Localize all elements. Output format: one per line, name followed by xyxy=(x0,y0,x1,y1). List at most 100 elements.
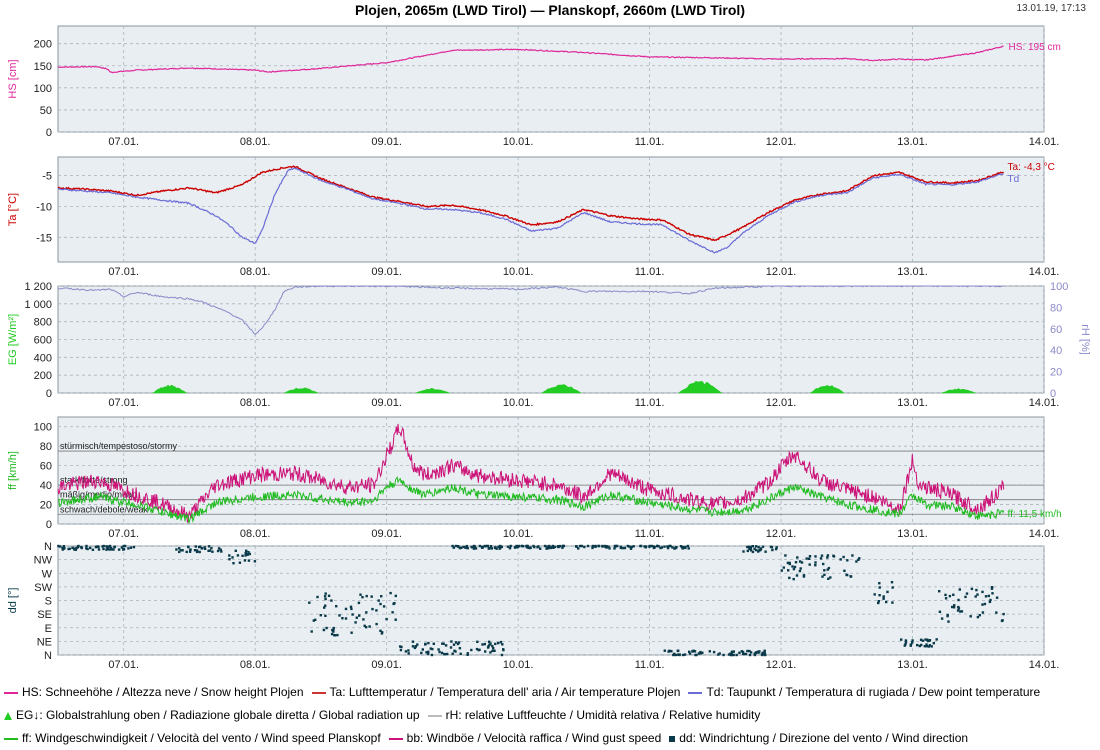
dd-point xyxy=(207,549,210,552)
dd-point xyxy=(122,548,125,551)
dd-point xyxy=(964,595,967,599)
dd-point xyxy=(679,545,683,548)
dd-point xyxy=(846,559,849,562)
dd-point xyxy=(605,545,609,549)
legend-label: HS: Schneehöhe / Altezza neve / Snow hei… xyxy=(22,685,304,699)
dd-point xyxy=(379,602,382,606)
dd-point xyxy=(476,640,479,643)
dd-point xyxy=(494,546,497,549)
dd-point xyxy=(451,652,454,655)
dd-point xyxy=(102,547,105,551)
dd-point xyxy=(195,550,199,554)
dd-point xyxy=(732,653,735,657)
dd-point xyxy=(909,643,913,646)
dd-point xyxy=(522,545,525,548)
dd-point xyxy=(460,546,463,549)
y-tick-label: 400 xyxy=(34,352,52,364)
dd-point xyxy=(1001,619,1004,622)
hs-line xyxy=(57,45,1004,74)
dd-point xyxy=(117,548,121,551)
dd-point xyxy=(442,642,445,645)
dd-point xyxy=(987,594,990,598)
dd-point xyxy=(583,545,586,549)
dd-point xyxy=(424,643,427,646)
dd-point xyxy=(814,561,817,564)
x-tick-label: 09.01. xyxy=(371,397,402,409)
dd-point xyxy=(327,594,331,597)
dd-point xyxy=(443,652,446,656)
dd-point xyxy=(924,638,927,641)
dd-point xyxy=(668,544,671,548)
dd-point xyxy=(312,619,315,622)
dd-point xyxy=(751,550,755,554)
y-tick-label: NW xyxy=(34,555,53,567)
dd-point xyxy=(727,653,731,656)
dd-point xyxy=(548,545,551,548)
dd-point xyxy=(826,556,829,559)
x-tick-label: 10.01. xyxy=(503,266,534,278)
dd-point xyxy=(957,598,960,602)
x-tick-label: 12.01. xyxy=(766,397,797,409)
dd-point xyxy=(648,544,651,548)
dd-point xyxy=(697,652,701,655)
dd-point xyxy=(74,548,78,551)
dd-point xyxy=(623,546,627,550)
dd-point xyxy=(975,588,978,592)
y-tick-label: 1 200 xyxy=(24,281,52,293)
x-tick-label: 07.01. xyxy=(108,397,139,409)
dd-point xyxy=(546,545,549,548)
dd-point xyxy=(246,553,249,556)
dd-point xyxy=(826,554,830,557)
dd-point xyxy=(672,653,675,657)
y-tick-label: 0 xyxy=(46,127,52,139)
dd-point xyxy=(580,544,583,548)
dd-point xyxy=(591,545,595,548)
dd-point xyxy=(375,622,378,626)
dd-point xyxy=(178,547,181,550)
y-tick-label: S xyxy=(45,596,52,608)
dd-point xyxy=(891,601,894,604)
dd-point xyxy=(659,546,662,550)
dd-point xyxy=(489,545,493,548)
dd-point xyxy=(792,577,795,581)
dd-point xyxy=(323,606,326,609)
dd-point xyxy=(553,545,557,548)
x-tick-label: 14.01. xyxy=(1029,136,1060,148)
dd-point xyxy=(970,587,974,591)
dd-point xyxy=(938,610,942,613)
dd-point xyxy=(365,611,368,614)
dd-point xyxy=(330,632,334,636)
dd-point xyxy=(361,596,364,599)
x-tick-label: 14.01. xyxy=(1029,266,1060,278)
dd-point xyxy=(900,638,903,641)
x-tick-label: 13.01. xyxy=(897,136,928,148)
td-end-label: Td xyxy=(1008,174,1020,185)
dd-point xyxy=(194,545,197,548)
x-tick-label: 13.01. xyxy=(897,397,928,409)
dd-point xyxy=(761,545,765,548)
y-tick-label: 200 xyxy=(34,39,52,51)
dd-point xyxy=(921,639,924,642)
dd-point xyxy=(193,549,197,552)
y-tick-label: W xyxy=(42,568,53,580)
y-tick-label: 40 xyxy=(40,480,52,492)
dd-point xyxy=(450,640,453,643)
dd-point xyxy=(988,600,992,604)
dd-point xyxy=(957,605,960,609)
dd-point xyxy=(759,547,763,550)
eg-area-peak xyxy=(677,380,723,394)
timestamp: 13.01.19, 17:13 xyxy=(1016,3,1086,14)
dd-point xyxy=(925,645,928,648)
dd-point xyxy=(175,548,178,551)
dd-point xyxy=(926,639,930,643)
dd-point xyxy=(957,607,961,610)
legend-item: bb: Windböe / Velocità raffica / Wind gu… xyxy=(388,731,661,745)
dd-point xyxy=(788,561,791,565)
ta-line xyxy=(57,165,1004,242)
dd-point xyxy=(427,650,430,653)
dd-point xyxy=(674,653,677,657)
legend-item: HS: Schneehöhe / Altezza neve / Snow hei… xyxy=(4,685,304,699)
dd-point xyxy=(708,650,711,653)
dd-point xyxy=(487,645,490,648)
dd-point xyxy=(472,547,476,550)
